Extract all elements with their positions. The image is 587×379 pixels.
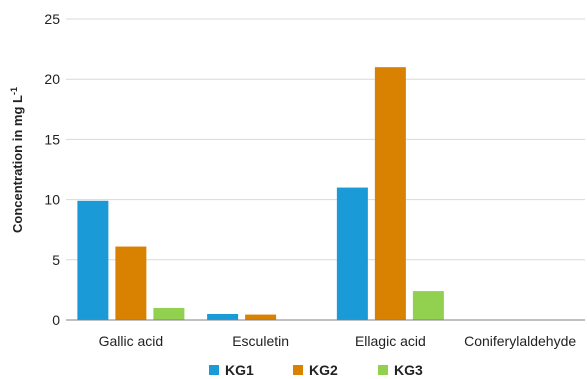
- bar-kg2-1: [245, 314, 277, 320]
- legend-label-kg1: KG1: [225, 362, 254, 378]
- bars: [77, 67, 444, 320]
- y-axis-title-text: Concentration in mg L: [10, 95, 25, 233]
- bar-kg2-2: [374, 67, 406, 320]
- gridlines: [66, 18, 585, 261]
- bar-kg1-1: [207, 313, 239, 320]
- x-category-label: Esculetin: [232, 333, 289, 349]
- legend: KG1 KG2 KG3: [209, 362, 423, 378]
- x-category-label: Ellagic acid: [355, 333, 426, 349]
- legend-label-kg3: KG3: [394, 362, 423, 378]
- y-tick-label: 20: [44, 71, 60, 87]
- bar-kg2-0: [115, 246, 147, 320]
- y-tick-label: 25: [44, 11, 60, 27]
- y-axis-title-superscript: -1: [9, 87, 19, 95]
- bar-kg1-2: [336, 187, 368, 320]
- legend-label-kg2: KG2: [309, 362, 338, 378]
- bar-kg1-0: [77, 200, 109, 320]
- bar-kg3-2: [412, 291, 444, 320]
- bar-kg3-0: [153, 307, 185, 320]
- x-category-label: Coniferylaldehyde: [464, 333, 576, 349]
- x-category-labels: Gallic acid Esculetin Ellagic acid Conifery…: [99, 333, 577, 349]
- y-axis-title: Concentration in mg L-1: [9, 87, 25, 233]
- x-category-label: Gallic acid: [99, 333, 164, 349]
- legend-swatch-kg3: [378, 365, 388, 375]
- y-tick-label: 10: [44, 192, 60, 208]
- y-tick-label: 0: [52, 312, 60, 328]
- y-tick-label: 15: [44, 131, 60, 147]
- y-tick-label: 5: [52, 252, 60, 268]
- legend-swatch-kg2: [293, 365, 303, 375]
- y-tick-labels: 0 5 10 15 20 25: [44, 11, 60, 328]
- legend-swatch-kg1: [209, 365, 219, 375]
